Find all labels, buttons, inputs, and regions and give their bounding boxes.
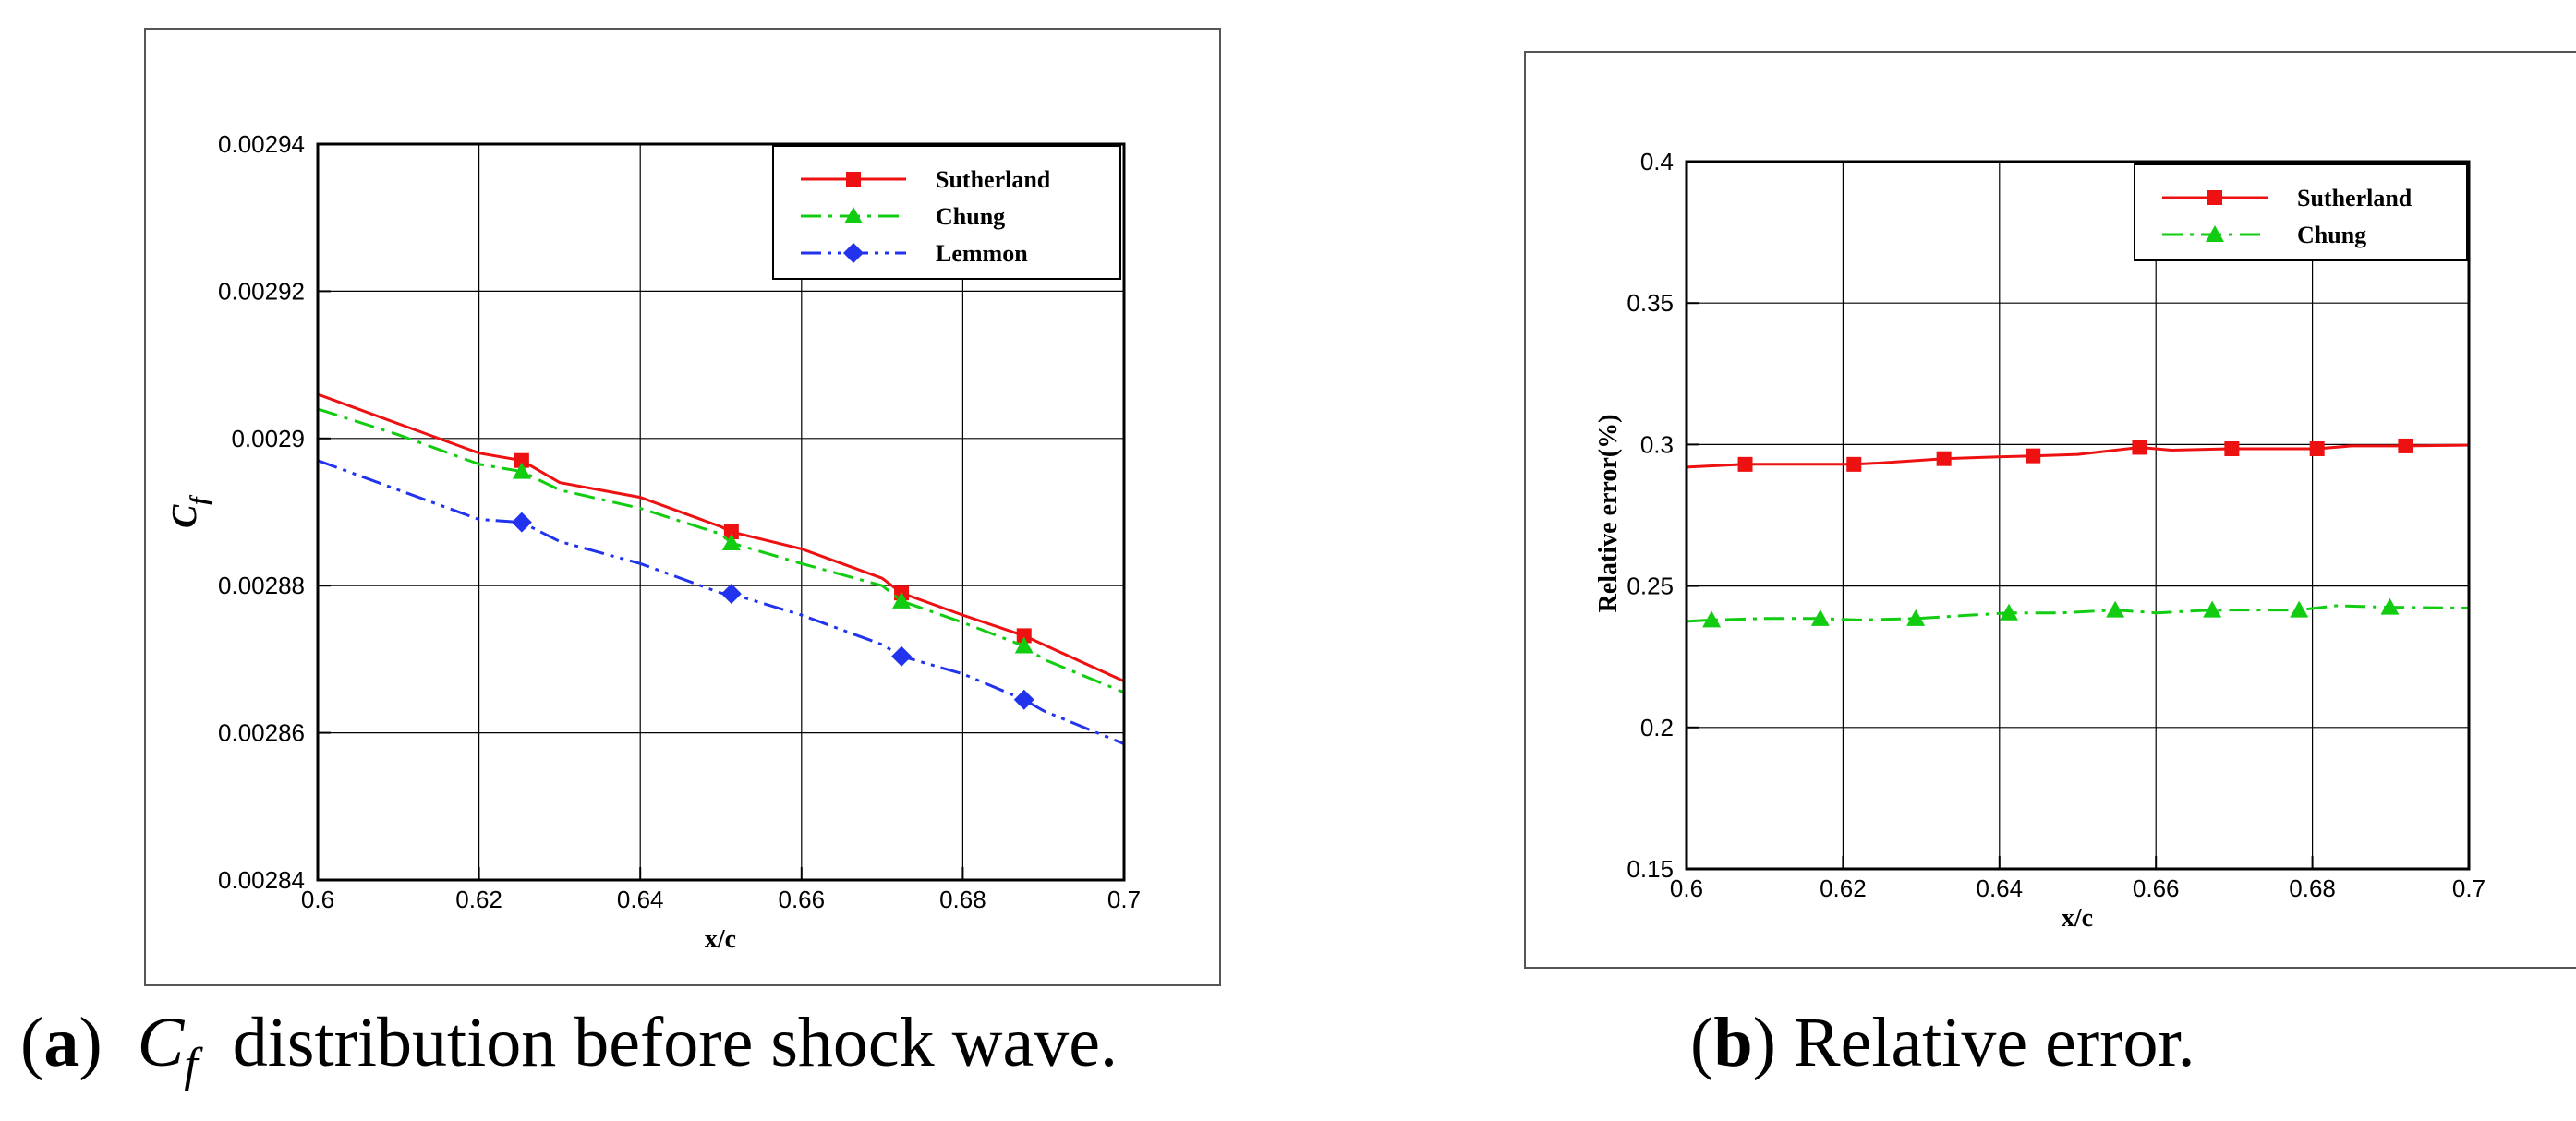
y-tick-label: 0.3 (1640, 430, 1674, 458)
series-marker-chung (2290, 600, 2309, 618)
chart-b-plot-border (1685, 160, 2471, 871)
legend-marker-lemmon (843, 243, 864, 263)
chart-a-ylabel: Cf (165, 495, 212, 528)
series-marker-sutherland (2026, 448, 2041, 464)
y-tick-label: 0.15 (1627, 855, 1674, 883)
series-marker-lemmon (1013, 689, 1034, 710)
legend-marker-chung (2206, 225, 2224, 242)
series-marker-sutherland (514, 452, 529, 468)
series-marker-chung (1014, 636, 1034, 654)
y-tick-label: 0.35 (1627, 289, 1674, 317)
series-marker-sutherland (2398, 438, 2413, 453)
series-marker-sutherland (1016, 628, 1032, 644)
series-marker-chung (512, 462, 531, 479)
chart-a-grid (318, 144, 1124, 880)
series-marker-lemmon (511, 512, 532, 533)
chart-a: 0.6 0.62 0.64 0.66 0.68 0.7 0.00284 0.00286 0.00… (165, 130, 1141, 954)
x-tick-label: 0.7 (2452, 874, 2485, 902)
chart-a-series (317, 392, 1125, 745)
legend-marker-sutherland (2207, 190, 2222, 205)
caption-a-letter: a (43, 1004, 79, 1081)
series-marker-sutherland (1846, 456, 1862, 472)
x-tick-label: 0.62 (455, 886, 502, 913)
series-marker-chung (892, 591, 912, 609)
caption-b: (b) Relative error. (1690, 1004, 2195, 1081)
x-tick-label: 0.68 (939, 886, 986, 913)
legend-box (772, 145, 1121, 280)
caption-b-letter: b (1713, 1004, 1753, 1081)
y-tick-label: 0.25 (1627, 573, 1674, 600)
caption-a-text: distribution before shock wave. (232, 1004, 1118, 1081)
x-tick-label: 0.68 (2289, 874, 2336, 902)
legend-box (2134, 163, 2468, 261)
chart-b-grid (1687, 162, 2469, 869)
series-marker-sutherland (2309, 440, 2325, 456)
chart-b-legend: Sutherland Chung (2134, 163, 2468, 261)
legend-label-sutherland: Sutherland (936, 166, 1051, 193)
chart-a-ticks: 0.6 0.62 0.64 0.66 0.68 0.7 0.00284 0.00286 0.00… (218, 130, 1141, 913)
legend-marker-chung (844, 207, 863, 223)
legend-label-lemmon: Lemmon (936, 240, 1028, 267)
legend-label-chung: Chung (2297, 222, 2366, 248)
series-marker-chung (2203, 600, 2222, 618)
series-marker-chung (721, 533, 741, 550)
chart-b-xlabel: x/c (2062, 904, 2093, 933)
y-tick-label: 0.4 (1640, 148, 1674, 175)
x-tick-label: 0.66 (2133, 874, 2180, 902)
caption-a-symbol-main: C (137, 1004, 185, 1081)
chart-b-ticks: 0.6 0.62 0.64 0.66 0.68 0.7 0.15 0.2 0.25 0.3 0.35… (1627, 148, 2485, 902)
y-tick-label: 0.0029 (231, 425, 305, 452)
y-tick-label: 0.00292 (218, 277, 305, 305)
series-marker-lemmon (891, 645, 913, 667)
series-marker-lemmon (720, 583, 742, 604)
series-marker-sutherland (2132, 440, 2147, 455)
chart-b-ylabel: Relative error(%) (1594, 415, 1623, 613)
legend-label-sutherland: Sutherland (2297, 185, 2413, 211)
x-tick-label: 0.6 (301, 886, 334, 913)
series-marker-chung (1702, 610, 1722, 628)
y-tick-label: 0.00284 (218, 866, 305, 894)
x-tick-label: 0.66 (778, 886, 825, 913)
caption-b-text: Relative error. (1793, 1004, 2195, 1081)
legend-label-chung: Chung (936, 203, 1005, 230)
caption-a-symbol: Cf (137, 1004, 198, 1091)
x-tick-label: 0.62 (1820, 874, 1867, 902)
series-marker-sutherland (723, 524, 739, 540)
series-marker-chung (1906, 609, 1926, 626)
chart-a-ylabel-sub: f (186, 495, 212, 505)
series-marker-chung (2106, 600, 2125, 618)
y-tick-label: 0.00288 (218, 572, 305, 599)
x-tick-label: 0.64 (1976, 874, 2023, 902)
series-marker-chung (2380, 597, 2400, 615)
y-tick-label: 0.00286 (218, 719, 305, 747)
x-tick-label: 0.7 (1107, 886, 1141, 913)
chart-a-xlabel: x/c (705, 925, 736, 954)
chart-a-plot-border (316, 142, 1126, 882)
y-tick-label: 0.2 (1640, 714, 1674, 741)
legend-marker-sutherland (846, 172, 861, 187)
chart-b-series (1686, 438, 2470, 628)
x-tick-label: 0.6 (1670, 874, 1703, 902)
series-line-sutherland (1686, 443, 2470, 469)
caption-a-symbol-sub: f (184, 1039, 198, 1092)
series-marker-chung (1810, 609, 1830, 626)
series-marker-chung (1999, 603, 2018, 621)
x-tick-label: 0.64 (617, 886, 664, 913)
chart-a-ylabel-main: C (165, 504, 204, 528)
caption-a: (a) Cf distribution before shock wave. (20, 1004, 1118, 1092)
series-marker-sutherland (2224, 440, 2240, 456)
series-marker-sutherland (1936, 451, 1952, 466)
y-tick-label: 0.00294 (218, 130, 305, 158)
chart-b: 0.6 0.62 0.64 0.66 0.68 0.7 0.15 0.2 0.25 0.3 0.35… (1594, 148, 2485, 933)
series-line-chung (1686, 604, 2470, 623)
chart-a-legend: Sutherland Chung Lemmon (772, 145, 1121, 280)
series-marker-sutherland (1737, 456, 1753, 472)
